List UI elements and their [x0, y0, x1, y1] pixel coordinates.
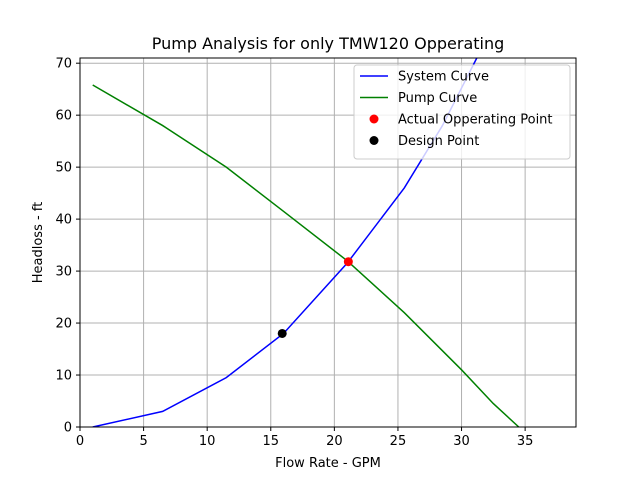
legend-box — [353, 64, 571, 160]
x-tick-label: 35 — [517, 434, 534, 449]
legend-pump-curve-label: Pump Curve — [398, 91, 477, 106]
legend: System Curve Pump Curve Actual Opperating … — [353, 64, 571, 160]
x-axis-label: Flow Rate - GPM — [275, 456, 381, 471]
x-tick-label: 30 — [453, 434, 470, 449]
actual-opperating-point-marker — [343, 257, 353, 267]
y-tick-label: 10 — [55, 369, 72, 384]
legend-design-point-label: Design Point — [398, 134, 479, 149]
y-tick-label: 30 — [55, 265, 72, 280]
x-tick-label: 10 — [199, 434, 216, 449]
x-tick-label: 25 — [390, 434, 407, 449]
x-tick-label: 15 — [262, 434, 279, 449]
legend-actual-opperating-point-label: Actual Opperating Point — [398, 113, 553, 128]
x-tick-label: 0 — [76, 434, 84, 449]
x-tick-label: 20 — [326, 434, 343, 449]
legend-actual-opperating-point-swatch — [369, 114, 379, 124]
legend-system-curve-label: System Curve — [398, 70, 489, 85]
y-tick-label: 0 — [64, 421, 72, 436]
plot-frame — [79, 57, 577, 428]
y-tick-label: 20 — [55, 317, 72, 332]
legend-design-point-swatch — [369, 136, 379, 145]
x-tick-label: 5 — [139, 434, 147, 449]
ticks: 0 5 10 15 20 25 30 35 0 10 20 30 40 50 60 70 — [55, 57, 533, 449]
y-axis-label: Headloss - ft — [31, 202, 46, 284]
y-tick-label: 50 — [55, 161, 72, 176]
y-tick-label: 40 — [55, 213, 72, 228]
y-tick-label: 70 — [55, 57, 72, 72]
design-point-marker — [277, 328, 287, 338]
chart-title: Pump Analysis for only TMW120 Opperating — [152, 34, 505, 53]
y-tick-label: 60 — [55, 109, 72, 124]
